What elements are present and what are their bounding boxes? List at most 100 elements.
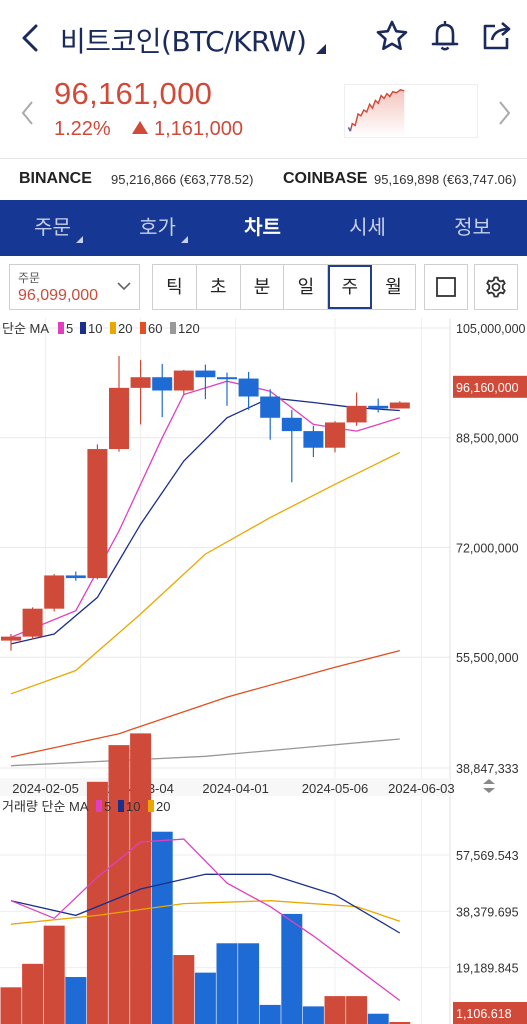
tab-info[interactable]: 정보 <box>454 217 491 239</box>
legend-swatch <box>140 322 146 334</box>
period-tick[interactable]: 틱 <box>153 265 197 309</box>
volume-bar <box>389 1022 411 1024</box>
candle-body <box>109 387 129 450</box>
star-icon[interactable] <box>374 18 410 54</box>
candle-body <box>173 370 194 391</box>
price-legend-period: 20 <box>118 321 132 336</box>
volume-bar <box>281 913 303 1024</box>
back-icon[interactable] <box>14 18 48 58</box>
volume-legend-period: 5 <box>104 799 111 814</box>
divider <box>0 158 527 159</box>
legend-swatch <box>80 322 86 334</box>
period-day[interactable]: 일 <box>284 265 329 309</box>
order-value: 96,099,000 <box>18 287 99 304</box>
price-ma10-line <box>10 397 400 645</box>
candle-body <box>87 449 108 579</box>
volume-bar <box>22 963 44 1024</box>
tab-orderbook[interactable]: 호가 <box>139 217 176 239</box>
price-chart[interactable]: 105,000,000 88,500,000 72,000,000 55,500,00… <box>0 318 527 1024</box>
candle-body <box>1 636 21 641</box>
exchange-name-coinbase: COINBASE <box>283 170 368 187</box>
price-axis-label: 88,500,000 <box>456 432 519 446</box>
volume-legend-period: 10 <box>126 799 140 814</box>
tab-chart[interactable]: 차트 <box>244 217 281 239</box>
candle-body <box>346 405 367 423</box>
volume-legend-period: 20 <box>156 799 170 814</box>
volume-bar <box>108 745 130 1024</box>
price-legend-period: 10 <box>88 321 102 336</box>
period-minute[interactable]: 분 <box>241 265 285 309</box>
volume-ma5-line <box>10 838 401 1002</box>
volume-bar <box>259 1004 281 1024</box>
change-percent: 1.22% <box>54 118 111 140</box>
time-axis-label: 2024-04-01 <box>202 781 269 796</box>
candle-body <box>389 402 410 409</box>
period-second[interactable]: 초 <box>197 265 241 309</box>
tab-order[interactable]: 주문 <box>34 217 71 239</box>
header: 비트코인(BTC/KRW) <box>0 0 527 76</box>
bell-icon[interactable] <box>427 18 463 54</box>
up-arrow-icon <box>132 121 148 134</box>
volume-bar <box>216 943 238 1024</box>
candle-body <box>130 377 151 388</box>
chart-area[interactable]: 105,000,000 88,500,000 72,000,000 55,500,00… <box>0 318 527 1024</box>
volume-bar <box>302 1006 324 1024</box>
candle-body <box>44 575 65 609</box>
order-price-select[interactable]: 주문 96,099,000 <box>9 264 140 310</box>
candle-body <box>65 575 86 579</box>
gear-icon <box>486 276 506 298</box>
page-title[interactable]: 비트코인(BTC/KRW) <box>60 25 307 58</box>
volume-axis-label: 19,189.845 <box>456 962 519 976</box>
current-volume-tag-label: 1,106.618 <box>456 1007 512 1021</box>
chart-settings-button[interactable] <box>474 264 518 310</box>
volume-bar <box>324 996 346 1024</box>
volume-bar <box>86 781 108 1024</box>
candle-body <box>303 431 324 448</box>
tab-bar: 주문 호가 차트 시세 정보 <box>0 200 527 256</box>
square-icon <box>436 277 456 297</box>
price-legend-prefix: 단순 MA <box>2 321 49 336</box>
price-ma5-line <box>10 380 400 638</box>
tab-order-caret-icon <box>76 236 83 243</box>
volume-legend-prefix: 거래량 단순 MA <box>2 799 89 814</box>
price-axis-label: 72,000,000 <box>456 541 519 555</box>
title-caret-icon[interactable] <box>316 44 326 54</box>
tab-market[interactable]: 시세 <box>349 217 386 239</box>
mini-price-chart[interactable] <box>344 84 478 138</box>
change-amount-wrap: 1,161,000 <box>132 118 243 141</box>
next-arrow-icon[interactable] <box>494 98 514 128</box>
volume-ma10-line <box>10 873 401 934</box>
price-axis-label: 105,000,000 <box>456 322 526 336</box>
price-axis-label: 38,847,333 <box>456 762 519 776</box>
price-legend-period: 5 <box>66 321 73 336</box>
candle-body <box>260 396 281 418</box>
chevron-down-icon <box>117 282 131 291</box>
time-axis-label: 2024-05-06 <box>302 781 369 796</box>
drawing-tool-button[interactable] <box>424 264 468 310</box>
period-week[interactable]: 주 <box>328 265 373 309</box>
volume-axis-label: 38,379.695 <box>456 905 519 919</box>
candle-body <box>22 608 43 637</box>
volume-bar <box>173 955 195 1024</box>
volume-bar <box>65 977 87 1024</box>
share-icon[interactable] <box>479 18 515 54</box>
exchange-value-coinbase: 95,169,898 (€63,747.06) <box>374 172 517 187</box>
volume-bar <box>130 733 152 1024</box>
resize-up-icon <box>483 779 495 784</box>
prev-arrow-icon[interactable] <box>18 98 38 128</box>
price-legend-period: 120 <box>178 321 200 336</box>
price-legend-period: 60 <box>148 321 162 336</box>
price-ma60-line <box>10 649 400 758</box>
candle-body <box>325 422 345 448</box>
volume-legend-swatch <box>96 800 102 812</box>
volume-bar <box>346 996 368 1024</box>
exchange-value-binance: 95,216,866 (€63,778.52) <box>111 172 254 187</box>
volume-bar <box>0 987 22 1024</box>
legend-swatch <box>170 322 176 334</box>
price-ma120-line <box>10 738 400 767</box>
volume-axis-label: 57,569.543 <box>456 849 519 863</box>
volume-legend-swatch <box>148 800 154 812</box>
change-amount: 1,161,000 <box>154 118 243 140</box>
period-month[interactable]: 월 <box>385 277 402 297</box>
order-label: 주문 <box>18 271 41 285</box>
